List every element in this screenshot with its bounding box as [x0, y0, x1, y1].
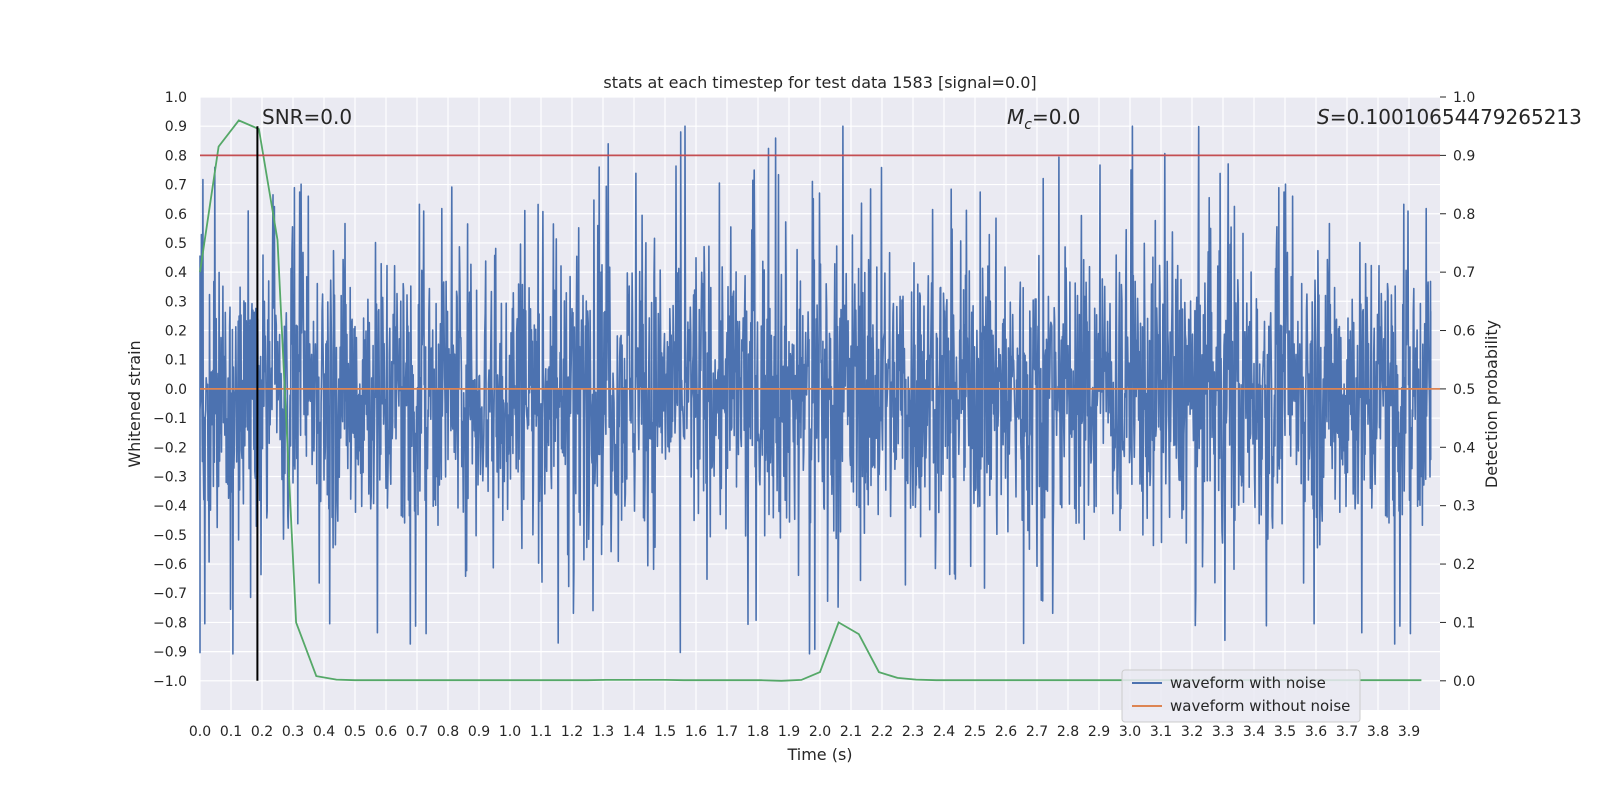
x-tick-label: 1.6 [685, 724, 707, 740]
y-tick-label: −0.1 [153, 411, 187, 427]
waveform-with-noise-line [199, 125, 1432, 655]
x-tick-labels: 0.0 0.1 0.2 0.3 0.4 0.5 0.6 0.7 0.8 0.9 1.0 1.1 1.2 1… [189, 724, 1420, 740]
right-y-axis-label: Detection probability [1482, 320, 1501, 488]
mc-symbol: M [1007, 105, 1024, 129]
y-tick-label: −0.9 [153, 645, 187, 661]
right-y-tick-label: 0.6 [1453, 324, 1475, 340]
x-tick-label: 2.6 [995, 724, 1017, 740]
right-y-tick-label: 0.2 [1453, 557, 1475, 573]
x-tick-label: 3.5 [1274, 724, 1296, 740]
right-y-tick-label: 0.1 [1453, 615, 1475, 631]
chart-title: stats at each timestep for test data 158… [603, 73, 1036, 92]
x-tick-label: 3.2 [1181, 724, 1203, 740]
x-axis-label: Time (s) [786, 745, 852, 764]
y-tick-label: 0.4 [165, 265, 187, 281]
y-tick-label: 0.7 [165, 178, 187, 194]
y-tick-labels: 1.0 0.9 0.8 0.7 0.6 0.5 0.4 0.3 0.2 0.1 0.0 −0.1 −0.… [153, 90, 187, 690]
legend-box [1121, 669, 1361, 723]
legend-label-noise: waveform with noise [1170, 674, 1326, 692]
x-tick-label: 3.0 [1119, 724, 1141, 740]
legend-label-no-noise: waveform without noise [1170, 697, 1350, 715]
y-axis-label: Whitened strain [125, 340, 144, 467]
x-tick-label: 0.1 [220, 724, 242, 740]
y-tick-label: 0.8 [165, 148, 187, 164]
x-tick-label: 2.2 [871, 724, 893, 740]
x-tick-label: 1.1 [530, 724, 552, 740]
x-tick-label: 2.4 [933, 724, 955, 740]
x-tick-label: 2.0 [809, 724, 831, 740]
x-tick-label: 0.7 [406, 724, 428, 740]
y-tick-label: 0.9 [165, 119, 187, 135]
mc-value: =0.0 [1032, 105, 1081, 129]
snr-annotation: SNR=0.0 [262, 105, 352, 129]
s-annotation: S=0.10010654479265213 [1317, 105, 1582, 129]
y-tick-label: −0.2 [153, 440, 187, 456]
x-tick-label: 1.9 [778, 724, 800, 740]
x-tick-label: 1.0 [499, 724, 521, 740]
y-tick-label: −1.0 [153, 674, 187, 690]
x-tick-label: 3.8 [1367, 724, 1389, 740]
right-y-tick-label: 0.7 [1453, 265, 1475, 281]
y-tick-label: 0.3 [165, 294, 187, 310]
right-y-tick-label: 0.3 [1453, 499, 1475, 515]
x-tick-label: 1.2 [561, 724, 583, 740]
legend: waveform with noise waveform without noi… [1121, 669, 1361, 723]
x-tick-label: 2.1 [840, 724, 862, 740]
right-y-tick-label: 0.5 [1453, 382, 1475, 398]
y-tick-label: −0.7 [153, 586, 187, 602]
x-tick-label: 2.8 [1057, 724, 1079, 740]
y-tick-label: 0.1 [165, 353, 187, 369]
x-tick-label: 1.3 [592, 724, 614, 740]
mc-subscript: c [1024, 117, 1032, 133]
x-tick-label: 1.4 [623, 724, 645, 740]
y-tick-label: 0.5 [165, 236, 187, 252]
right-y-tick-labels: 1.0 0.9 0.8 0.7 0.6 0.5 0.4 0.3 0.2 0.1 0.0 [1440, 90, 1475, 690]
y-tick-label: −0.5 [153, 528, 187, 544]
noise-waveform-path [199, 125, 1432, 655]
x-tick-label: 0.0 [189, 724, 211, 740]
x-tick-label: 3.4 [1243, 724, 1265, 740]
x-tick-label: 3.9 [1398, 724, 1420, 740]
right-y-tick-label: 1.0 [1453, 90, 1475, 106]
x-tick-label: 1.8 [747, 724, 769, 740]
y-tick-label: −0.3 [153, 469, 187, 485]
s-symbol: S [1317, 105, 1330, 129]
x-tick-label: 0.9 [468, 724, 490, 740]
x-tick-label: 0.4 [313, 724, 335, 740]
x-tick-label: 1.7 [716, 724, 738, 740]
y-tick-label: 0.2 [165, 324, 187, 340]
x-tick-label: 0.6 [375, 724, 397, 740]
right-y-tick-label: 0.9 [1453, 148, 1475, 164]
y-tick-label: −0.4 [153, 499, 187, 515]
chirp-mass-annotation: Mc=0.0 [1007, 105, 1081, 133]
x-tick-label: 3.3 [1212, 724, 1234, 740]
x-tick-label: 3.1 [1150, 724, 1172, 740]
x-tick-label: 2.3 [902, 724, 924, 740]
right-y-tick-label: 0.8 [1453, 207, 1475, 223]
x-tick-label: 0.2 [251, 724, 273, 740]
x-tick-label: 0.3 [282, 724, 304, 740]
y-tick-label: −0.6 [153, 557, 187, 573]
x-tick-label: 1.5 [654, 724, 676, 740]
y-tick-label: 0.6 [165, 207, 187, 223]
y-tick-label: 0.0 [165, 382, 187, 398]
x-tick-label: 3.7 [1336, 724, 1358, 740]
x-tick-label: 2.7 [1026, 724, 1048, 740]
x-tick-label: 2.5 [964, 724, 986, 740]
x-tick-label: 0.5 [344, 724, 366, 740]
x-tick-label: 2.9 [1088, 724, 1110, 740]
y-tick-label: 1.0 [165, 90, 187, 106]
s-value: =0.10010654479265213 [1330, 105, 1582, 129]
x-tick-label: 3.6 [1305, 724, 1327, 740]
right-y-tick-label: 0.4 [1453, 440, 1475, 456]
y-tick-label: −0.8 [153, 615, 187, 631]
x-tick-label: 0.8 [437, 724, 459, 740]
right-y-tick-label: 0.0 [1453, 674, 1475, 690]
